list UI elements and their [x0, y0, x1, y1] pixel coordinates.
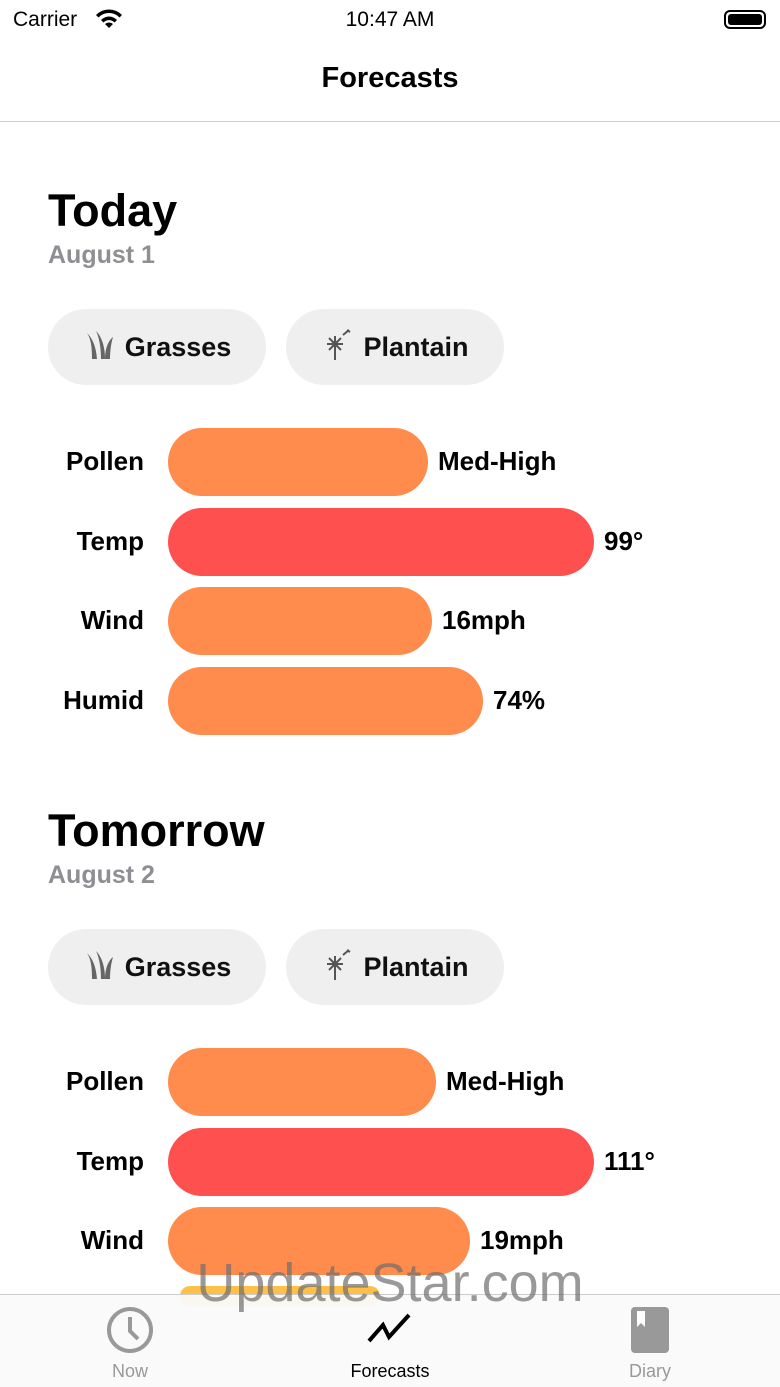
metric-row: Temp 99° [0, 507, 780, 576]
metric-label: Temp [76, 1145, 144, 1176]
metric-label: Temp [76, 525, 144, 556]
metric-value: 16mph [442, 605, 526, 636]
grass-icon [83, 947, 117, 988]
day-date: August 2 [48, 861, 155, 889]
chip-label: Grasses [124, 331, 232, 362]
allergen-chip[interactable]: Grasses [48, 929, 266, 1005]
metric-label: Pollen [65, 446, 144, 476]
day-date: August 1 [48, 241, 155, 269]
metric-bar [168, 587, 432, 656]
chart-line-icon [367, 1313, 411, 1343]
metric-label: Wind [80, 605, 144, 636]
metric-bar [168, 507, 594, 576]
book-icon [631, 1307, 669, 1353]
status-bar: Carrier 10:47 AM [0, 0, 780, 40]
dandelion-icon [321, 327, 355, 368]
tab-label: Now [111, 1361, 148, 1381]
chip-label: Plantain [363, 951, 469, 982]
chip-label: Grasses [124, 951, 232, 982]
metric-value: 111° [604, 1145, 655, 1176]
grass-icon [83, 327, 117, 368]
clock: 10:47 AM [345, 8, 435, 31]
metric-bar [168, 1127, 594, 1196]
metric-row: Wind 19mph [0, 1207, 780, 1276]
metric-row: Temp 111° [0, 1127, 780, 1196]
tab-label: Diary [628, 1361, 671, 1381]
allergen-chip[interactable]: Grasses [48, 309, 266, 385]
nav-title: Forecasts [321, 62, 459, 94]
wifi-icon [96, 9, 122, 28]
carrier: Carrier [13, 8, 78, 31]
metric-value: Med-High [438, 446, 557, 476]
clock-icon [107, 1307, 153, 1353]
metric-bar [168, 1207, 470, 1276]
metric-row: Humid 74% [0, 667, 780, 736]
metric-value: 99° [604, 525, 644, 556]
metric-bar [168, 1048, 436, 1116]
metric-row: Pollen Med-High [0, 1048, 780, 1116]
allergen-chip[interactable]: Plantain [286, 929, 504, 1005]
nav-divider [0, 121, 780, 122]
metric-value: Med-High [446, 1066, 565, 1096]
metric-label: Pollen [65, 1066, 144, 1096]
metric-row: Pollen Med-High [0, 428, 780, 496]
metric-bar [168, 667, 483, 736]
tab-bar: Now Forecasts Diary [0, 1294, 780, 1387]
day-title: Tomorrow [48, 805, 265, 856]
tab-forecasts[interactable]: Forecasts [310, 1305, 470, 1382]
metric-value: 74% [493, 685, 546, 716]
metric-label: Humid [63, 685, 144, 716]
chip-label: Plantain [363, 331, 469, 362]
tab-label: Forecasts [350, 1361, 430, 1381]
metric-bar [168, 428, 428, 496]
metric-row: Wind 16mph [0, 587, 780, 656]
metric-label: Wind [80, 1225, 144, 1256]
tab-diary[interactable]: Diary [570, 1305, 730, 1382]
day-title: Today [48, 185, 178, 236]
allergen-chip[interactable]: Plantain [286, 309, 504, 385]
battery-icon [724, 10, 766, 29]
dandelion-icon [321, 947, 355, 988]
tab-now[interactable]: Now [50, 1305, 210, 1382]
metric-value: 19mph [480, 1225, 564, 1256]
